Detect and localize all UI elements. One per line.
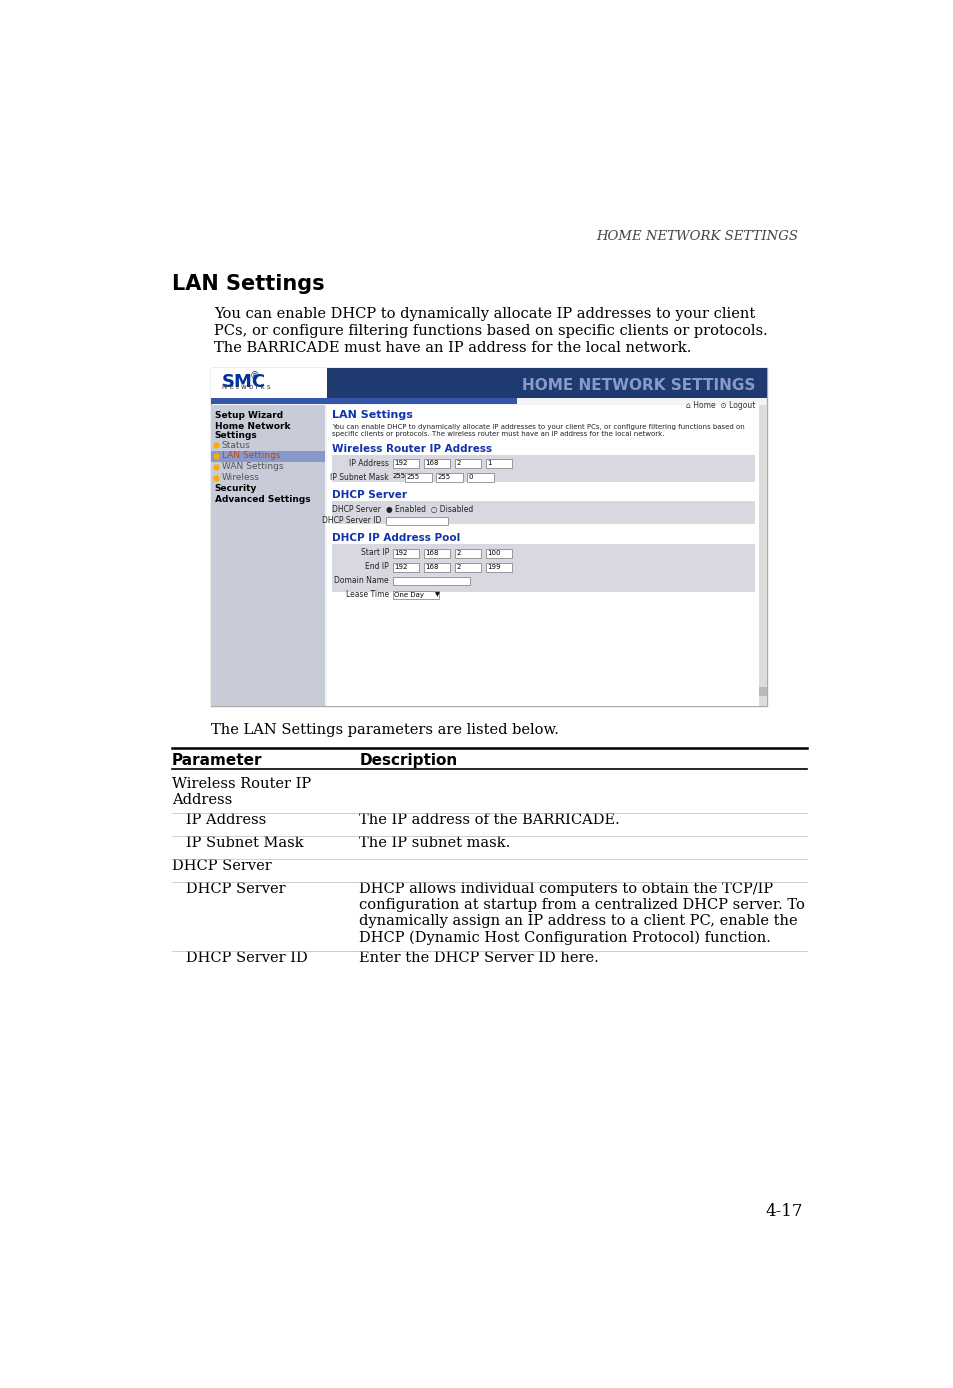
- Text: Advanced Settings: Advanced Settings: [214, 494, 310, 504]
- Bar: [455, 550, 480, 558]
- Bar: [423, 459, 450, 468]
- Bar: [393, 459, 418, 468]
- Text: DHCP Server: DHCP Server: [332, 505, 381, 515]
- Text: 1: 1: [487, 459, 492, 466]
- Text: The IP subnet mask.: The IP subnet mask.: [359, 836, 510, 849]
- Text: 192: 192: [394, 459, 407, 466]
- Text: Settings: Settings: [214, 432, 257, 440]
- Text: 2: 2: [456, 459, 460, 466]
- Bar: [393, 591, 439, 600]
- Text: specific clients or protocols. The wireless router must have an IP address for t: specific clients or protocols. The wirel…: [332, 432, 663, 437]
- Text: ▼: ▼: [435, 593, 439, 597]
- Text: HOME NETWORK SETTINGS: HOME NETWORK SETTINGS: [596, 229, 798, 243]
- Bar: [436, 473, 462, 482]
- Text: The BARRICADE must have an IP address for the local network.: The BARRICADE must have an IP address fo…: [213, 340, 691, 354]
- Text: IP Subnet Mask: IP Subnet Mask: [172, 836, 303, 849]
- Bar: [485, 459, 512, 468]
- Text: Home Network: Home Network: [214, 422, 290, 432]
- Bar: [211, 451, 325, 462]
- Bar: [393, 550, 418, 558]
- Bar: [455, 459, 480, 468]
- Text: Start IP: Start IP: [360, 548, 389, 558]
- Text: ● Enabled  ○ Disabled: ● Enabled ○ Disabled: [385, 505, 473, 515]
- Text: Enter the DHCP Server ID here.: Enter the DHCP Server ID here.: [359, 951, 598, 965]
- Bar: [759, 687, 766, 697]
- Text: SMC: SMC: [221, 373, 265, 391]
- Text: 255.: 255.: [393, 473, 408, 479]
- Text: 168: 168: [425, 564, 438, 570]
- Text: ⌂ Home  ⊙ Logout: ⌂ Home ⊙ Logout: [685, 401, 755, 411]
- Bar: [467, 473, 493, 482]
- Text: 168: 168: [425, 550, 438, 557]
- Bar: [211, 368, 766, 705]
- Bar: [485, 550, 512, 558]
- Bar: [759, 405, 766, 705]
- Text: DHCP Server: DHCP Server: [332, 490, 406, 500]
- Text: 192: 192: [394, 550, 407, 557]
- Bar: [332, 501, 754, 523]
- Text: 192: 192: [394, 564, 407, 570]
- Text: Setup Wizard: Setup Wizard: [214, 411, 282, 421]
- Bar: [485, 564, 512, 572]
- Text: DHCP (Dynamic Host Configuration Protocol) function.: DHCP (Dynamic Host Configuration Protoco…: [359, 930, 771, 945]
- Text: configuration at startup from a centralized DHCP server. To: configuration at startup from a centrali…: [359, 898, 804, 912]
- Bar: [405, 473, 431, 482]
- Text: dynamically assign an IP address to a client PC, enable the: dynamically assign an IP address to a cl…: [359, 915, 798, 929]
- Text: Wireless: Wireless: [221, 473, 259, 482]
- Text: 255: 255: [437, 473, 451, 480]
- Text: You can enable DHCP to dynamically allocate IP addresses to your client: You can enable DHCP to dynamically alloc…: [213, 307, 754, 321]
- Text: The IP address of the BARRICADE.: The IP address of the BARRICADE.: [359, 812, 619, 827]
- Bar: [423, 564, 450, 572]
- Text: PCs, or configure filtering functions based on specific clients or protocols.: PCs, or configure filtering functions ba…: [213, 323, 767, 337]
- Bar: [393, 564, 418, 572]
- Bar: [211, 397, 517, 404]
- Text: DHCP Server: DHCP Server: [172, 859, 272, 873]
- Text: DHCP Server ID: DHCP Server ID: [321, 516, 381, 525]
- Text: LAN Settings: LAN Settings: [332, 409, 412, 421]
- Text: End IP: End IP: [365, 562, 389, 572]
- Text: N e t w o r k s: N e t w o r k s: [221, 383, 270, 390]
- Text: DHCP Server: DHCP Server: [172, 881, 285, 895]
- Text: 2: 2: [456, 564, 460, 570]
- Bar: [327, 405, 759, 705]
- Text: IP Subnet Mask: IP Subnet Mask: [330, 473, 389, 482]
- Text: 0: 0: [468, 473, 473, 480]
- Text: LAN Settings: LAN Settings: [221, 451, 279, 461]
- Text: DHCP Server ID: DHCP Server ID: [172, 951, 308, 965]
- Text: 199: 199: [487, 564, 500, 570]
- Bar: [211, 368, 327, 397]
- Text: WAN Settings: WAN Settings: [221, 462, 283, 472]
- Text: Wireless Router IP
Address: Wireless Router IP Address: [172, 777, 311, 808]
- Text: 255: 255: [406, 473, 419, 480]
- Text: DHCP IP Address Pool: DHCP IP Address Pool: [332, 533, 459, 543]
- Text: LAN Settings: LAN Settings: [172, 275, 324, 294]
- Bar: [332, 544, 754, 591]
- Text: DHCP allows individual computers to obtain the TCP/IP: DHCP allows individual computers to obta…: [359, 881, 773, 895]
- Text: IP Address: IP Address: [349, 459, 389, 468]
- Text: 4-17: 4-17: [764, 1203, 802, 1220]
- Text: Wireless Router IP Address: Wireless Router IP Address: [332, 444, 491, 454]
- Text: Lease Time: Lease Time: [345, 590, 389, 600]
- Text: Description: Description: [359, 754, 457, 769]
- Text: Status: Status: [221, 440, 250, 450]
- Text: Domain Name: Domain Name: [334, 576, 389, 586]
- Text: Parameter: Parameter: [172, 754, 262, 769]
- Text: One Day: One Day: [394, 591, 424, 598]
- Bar: [455, 564, 480, 572]
- Bar: [385, 516, 447, 526]
- Text: You can enable DHCP to dynamically allocate IP addresses to your client PCs, or : You can enable DHCP to dynamically alloc…: [332, 423, 743, 430]
- Text: IP Address: IP Address: [172, 812, 266, 827]
- Bar: [327, 368, 766, 397]
- Bar: [211, 405, 325, 705]
- Text: HOME NETWORK SETTINGS: HOME NETWORK SETTINGS: [521, 378, 755, 393]
- Text: ®: ®: [249, 372, 259, 382]
- Text: The LAN Settings parameters are listed below.: The LAN Settings parameters are listed b…: [211, 723, 558, 737]
- Text: 168: 168: [425, 459, 438, 466]
- Bar: [332, 454, 754, 482]
- Text: Security: Security: [214, 484, 256, 493]
- Bar: [393, 577, 470, 586]
- Text: 100: 100: [487, 550, 500, 557]
- Bar: [423, 550, 450, 558]
- Text: 2: 2: [456, 550, 460, 557]
